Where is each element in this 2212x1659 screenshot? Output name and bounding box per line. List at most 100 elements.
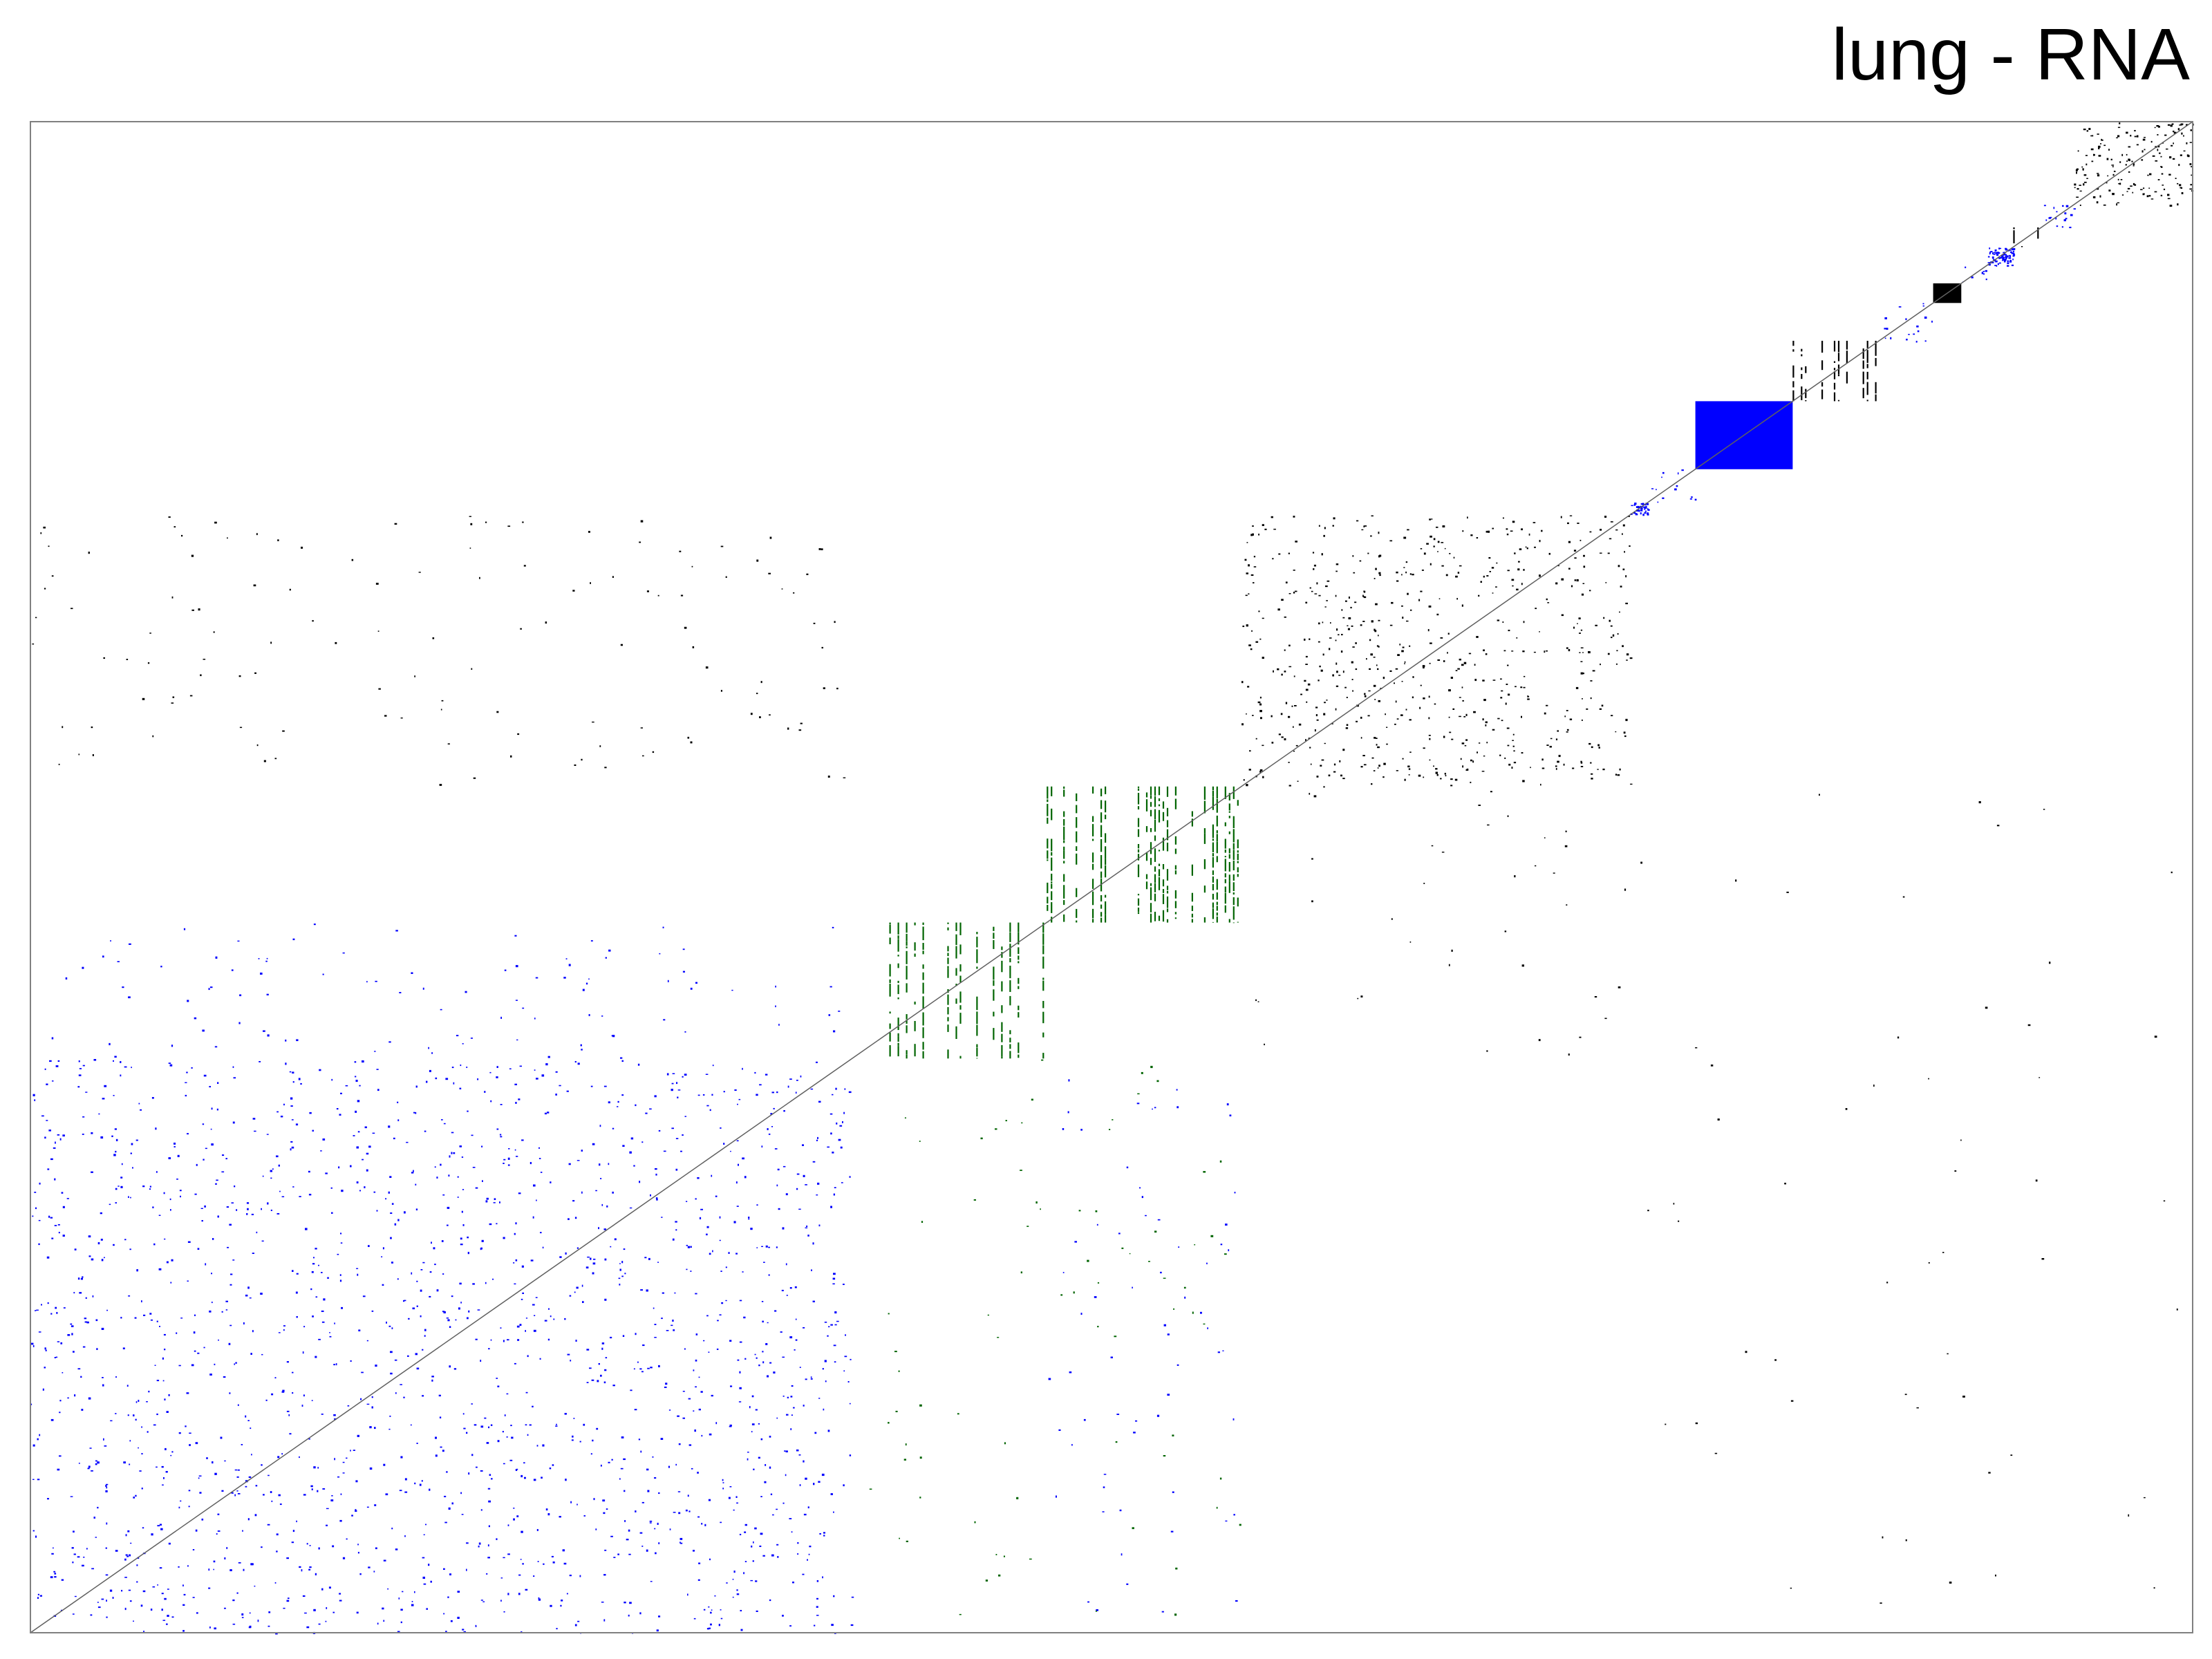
off-diagonal-region-2 [414, 675, 415, 677]
block-4 [1568, 541, 1571, 543]
block-3 [1216, 786, 1218, 799]
block-1 [606, 1205, 608, 1208]
off-diagonal-region-4 [1357, 997, 1359, 1000]
off-diagonal-region-4 [1391, 918, 1393, 920]
block-1 [751, 1423, 755, 1425]
off-diagonal-region-1 [263, 1030, 265, 1032]
block-3 [1224, 879, 1226, 883]
block-1 [836, 1122, 838, 1125]
block-1 [613, 1557, 616, 1558]
block-4 [1284, 616, 1286, 618]
off-diagonal-region-2 [517, 733, 520, 735]
block-1 [34, 1192, 37, 1193]
block-4 [1521, 528, 1523, 531]
block-1 [830, 1324, 833, 1326]
block-1 [771, 1126, 773, 1127]
block-1 [691, 1468, 693, 1470]
off-diagonal-region-5 [1216, 1506, 1218, 1509]
block-1 [619, 1263, 621, 1264]
block-15 [2121, 153, 2124, 156]
block-1 [841, 1182, 843, 1183]
block-4 [1363, 590, 1366, 593]
block-1 [317, 1490, 319, 1492]
block-1 [768, 1246, 770, 1248]
block-4 [1492, 729, 1495, 731]
block-1 [221, 1490, 224, 1492]
block-4 [1259, 769, 1263, 771]
block-1 [191, 1067, 193, 1069]
block-1 [447, 1596, 449, 1598]
block-4 [1515, 686, 1517, 688]
block-1 [761, 1301, 764, 1302]
block-1 [194, 1314, 196, 1316]
block-1 [519, 1065, 522, 1067]
block-2 [1042, 1011, 1044, 1024]
block-1 [106, 1522, 108, 1525]
block-15 [2178, 164, 2180, 167]
block-1 [847, 1381, 850, 1382]
block-1 [256, 1231, 258, 1234]
block-1 [299, 1456, 300, 1459]
block-1 [420, 1315, 422, 1318]
off-diagonal-region-1 [266, 957, 268, 959]
block-1 [328, 1586, 331, 1589]
block-4 [1440, 637, 1443, 639]
block-1 [822, 1368, 824, 1370]
block-1 [400, 1384, 402, 1385]
off-diagonal-region-1 [440, 1009, 442, 1011]
block-1 [624, 1602, 626, 1604]
off-diagonal-region-6 [1988, 1472, 1991, 1474]
off-diagonal-region-4 [1618, 986, 1621, 988]
block-1 [400, 1621, 402, 1624]
block-1 [364, 1186, 366, 1188]
block-4 [1375, 603, 1378, 606]
block-1 [390, 1372, 393, 1375]
block-4 [1295, 744, 1298, 747]
block-3 [1237, 850, 1239, 853]
block-3 [1063, 850, 1065, 859]
off-diagonal-region-3 [1103, 1486, 1105, 1488]
block-1 [490, 1424, 493, 1426]
block-15 [2119, 182, 2121, 185]
block-1 [797, 1553, 799, 1555]
block-1 [697, 1516, 700, 1518]
block-15 [2173, 142, 2174, 144]
block-1 [120, 1061, 122, 1063]
block-4 [1489, 571, 1491, 572]
off-diagonal-region-3 [1157, 1219, 1161, 1221]
off-diagonal-region-5 [1239, 1524, 1241, 1526]
block-4 [1615, 731, 1617, 733]
block-4 [1508, 693, 1510, 696]
block-1 [154, 1365, 156, 1366]
block-1 [399, 1490, 402, 1492]
block-1 [695, 1333, 698, 1335]
off-diagonal-region-6 [1995, 1574, 1996, 1577]
block-4 [1324, 702, 1326, 704]
block-1 [718, 1624, 720, 1627]
block-1 [702, 1094, 705, 1096]
block-2 [1018, 986, 1020, 989]
block-1 [146, 1401, 148, 1403]
block-3 [1154, 912, 1156, 921]
block-1 [311, 1271, 314, 1273]
block-1 [695, 1198, 697, 1200]
block-4 [1404, 663, 1405, 664]
block-1 [35, 1207, 37, 1210]
block-4 [1450, 785, 1453, 787]
block-1 [30, 1403, 32, 1405]
off-diagonal-region-2 [652, 751, 655, 753]
block-1 [489, 1474, 491, 1476]
block-4 [1407, 592, 1409, 595]
block-1 [494, 1198, 496, 1200]
off-diagonal-region-1 [504, 969, 507, 971]
block-1 [834, 1361, 836, 1363]
block-1 [765, 1074, 768, 1076]
block-1 [313, 1466, 316, 1469]
block-4 [1374, 578, 1376, 579]
block-4 [1524, 675, 1526, 677]
block-4 [1523, 621, 1525, 624]
block-1 [443, 1613, 445, 1615]
block-1 [160, 1528, 163, 1530]
block-4 [1445, 775, 1447, 777]
block-1 [810, 1376, 812, 1378]
